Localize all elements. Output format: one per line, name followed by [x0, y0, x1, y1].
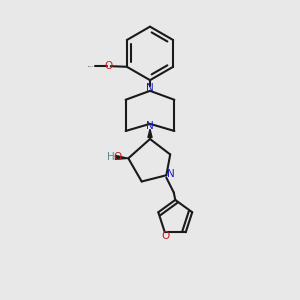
Text: N: N [146, 121, 154, 131]
Text: O: O [105, 61, 113, 71]
Text: O: O [113, 152, 122, 162]
Text: H: H [107, 152, 115, 162]
Text: O: O [161, 231, 170, 241]
Text: N: N [146, 83, 154, 94]
Text: N: N [167, 169, 174, 179]
Polygon shape [148, 129, 152, 137]
Text: methoxy: methoxy [88, 66, 94, 67]
Polygon shape [116, 155, 128, 159]
